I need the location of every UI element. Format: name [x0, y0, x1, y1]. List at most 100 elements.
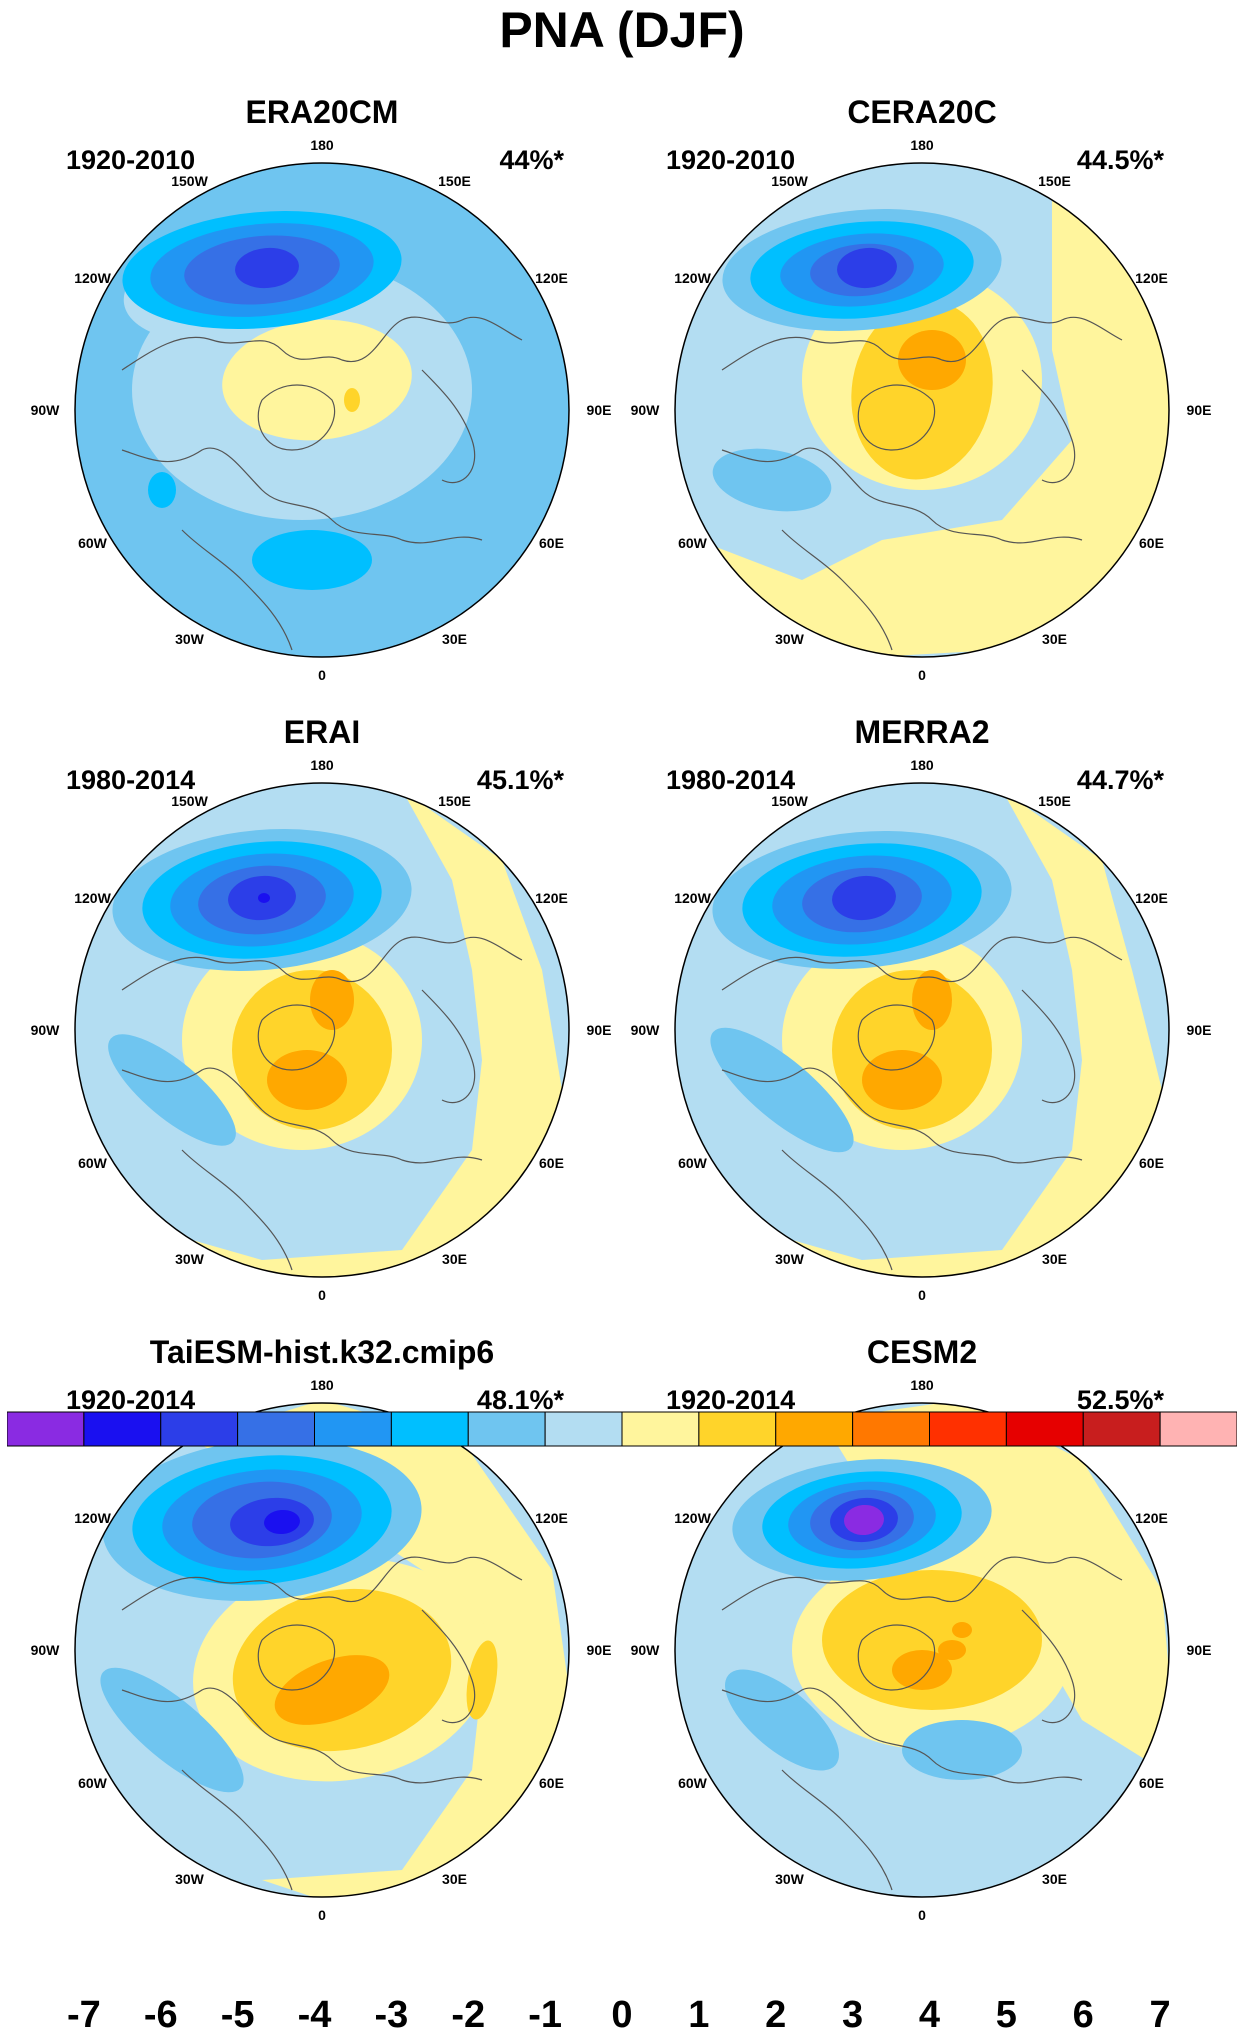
colorbar-swatch	[544, 1411, 623, 1447]
longitude-label: 150W	[171, 172, 208, 189]
longitude-label: 120W	[674, 889, 711, 906]
colorbar-swatch	[775, 1411, 854, 1447]
colorbar-label: -6	[143, 1994, 178, 2036]
colorbar-label: 1	[688, 1994, 710, 2036]
contour-region	[952, 1622, 972, 1638]
longitude-label: 120W	[74, 269, 111, 286]
panel-title: TaiESM-hist.k32.cmip6	[149, 1334, 495, 1370]
longitude-label: 90E	[1186, 1022, 1212, 1038]
longitude-label: 180	[310, 1377, 334, 1393]
longitude-label: 60W	[78, 534, 107, 551]
map-border	[74, 782, 570, 1278]
longitude-label: 60E	[539, 1154, 564, 1171]
longitude-label: 90W	[30, 1642, 60, 1658]
longitude-label: 60W	[678, 1154, 707, 1171]
colorbar-label: 4	[918, 1994, 941, 2036]
longitude-label: 30E	[442, 631, 467, 648]
longitude-label: 30W	[775, 1871, 804, 1888]
longitude-label: 90W	[30, 402, 60, 418]
panel-title: CESM2	[866, 1334, 978, 1370]
longitude-label: 60W	[678, 1774, 707, 1791]
longitude-label: 30E	[442, 1251, 467, 1268]
longitude-label: 60E	[539, 1774, 564, 1791]
longitude-label: 120W	[74, 1509, 111, 1526]
coastline	[721, 936, 1123, 1271]
contour-region	[344, 388, 360, 412]
longitude-label: 150E	[1038, 172, 1071, 189]
coastline	[721, 316, 1123, 651]
contour-region	[310, 970, 354, 1030]
longitude-label: 0	[318, 1907, 326, 1923]
longitude-label: 120E	[1135, 1509, 1168, 1526]
longitude-label: 60E	[1139, 534, 1164, 551]
colorbar-label: 3	[842, 1994, 864, 2036]
longitude-label: 90E	[1186, 402, 1212, 418]
longitude-label: 120E	[535, 889, 568, 906]
map-border	[674, 162, 1170, 658]
longitude-label: 90E	[586, 402, 612, 418]
coastline	[121, 1556, 523, 1891]
longitude-label: 60W	[678, 534, 707, 551]
colorbar-swatch	[83, 1411, 162, 1447]
panel-variance: 44%*	[499, 145, 564, 175]
panel-variance: 48.1%*	[476, 1385, 564, 1415]
longitude-label: 90W	[30, 1022, 60, 1038]
panel-period: 1920-2010	[666, 145, 796, 175]
longitude-label: 30E	[1042, 1871, 1067, 1888]
longitude-label: 180	[310, 137, 334, 153]
longitude-label: 180	[310, 757, 334, 773]
longitude-label: 90E	[1186, 1642, 1212, 1658]
colorbar-swatch	[698, 1411, 777, 1447]
longitude-label: 150E	[438, 792, 471, 809]
colorbar-swatch	[621, 1411, 700, 1447]
longitude-label: 0	[918, 1287, 926, 1303]
polar-map	[674, 1402, 1170, 1898]
contour-region	[862, 1050, 942, 1110]
colorbar-swatch	[467, 1411, 546, 1447]
longitude-label: 150E	[438, 172, 471, 189]
map-border	[674, 1402, 1170, 1898]
longitude-label: 60W	[78, 1774, 107, 1791]
panel-variance: 45.1%*	[476, 765, 564, 795]
colorbar-label: 0	[611, 1994, 633, 2036]
contour-region	[108, 1034, 236, 1146]
longitude-label: 60E	[1139, 1154, 1164, 1171]
contour-region	[312, 340, 392, 400]
colorbar-label: 2	[765, 1994, 787, 2036]
contour-region	[675, 180, 1169, 657]
panel-title: ERAI	[283, 714, 361, 750]
colorbar-label: -4	[297, 1994, 332, 2036]
contour-region	[725, 1669, 839, 1771]
colorbar-label: -1	[528, 1994, 563, 2036]
colorbar-label: -2	[451, 1994, 486, 2036]
longitude-label: 30W	[775, 631, 804, 648]
panel-title: CERA20C	[847, 94, 997, 130]
colorbar-label: 6	[1072, 1994, 1094, 2036]
colorbar-swatch	[929, 1411, 1007, 1447]
longitude-label: 30W	[175, 1871, 204, 1888]
longitude-label: 60E	[1139, 1774, 1164, 1791]
longitude-label: 90W	[630, 1022, 660, 1038]
panel-title: MERRA2	[854, 714, 990, 750]
contour-region	[258, 893, 270, 903]
longitude-label: 0	[318, 667, 326, 683]
panel-variance: 44.5%*	[1076, 145, 1164, 175]
longitude-label: 120W	[674, 269, 711, 286]
longitude-label: 120W	[74, 889, 111, 906]
panel-variance: 52.5%*	[1076, 1385, 1164, 1415]
colorbar-label: 5	[995, 1994, 1017, 2036]
polar-map	[74, 782, 570, 1278]
contour-region	[837, 247, 897, 289]
colorbar-swatch	[1082, 1411, 1161, 1447]
longitude-label: 150W	[771, 792, 808, 809]
longitude-label: 150E	[1038, 792, 1071, 809]
colorbar-label: 7	[1149, 1994, 1171, 2036]
figure-title: PNA (DJF)	[499, 2, 745, 58]
contour-region	[912, 970, 952, 1030]
longitude-label: 120E	[535, 269, 568, 286]
longitude-label: 30W	[175, 1251, 204, 1268]
contour-region	[832, 875, 896, 921]
longitude-label: 150W	[171, 792, 208, 809]
panel-title: ERA20CM	[245, 94, 399, 130]
longitude-label: 180	[910, 757, 934, 773]
